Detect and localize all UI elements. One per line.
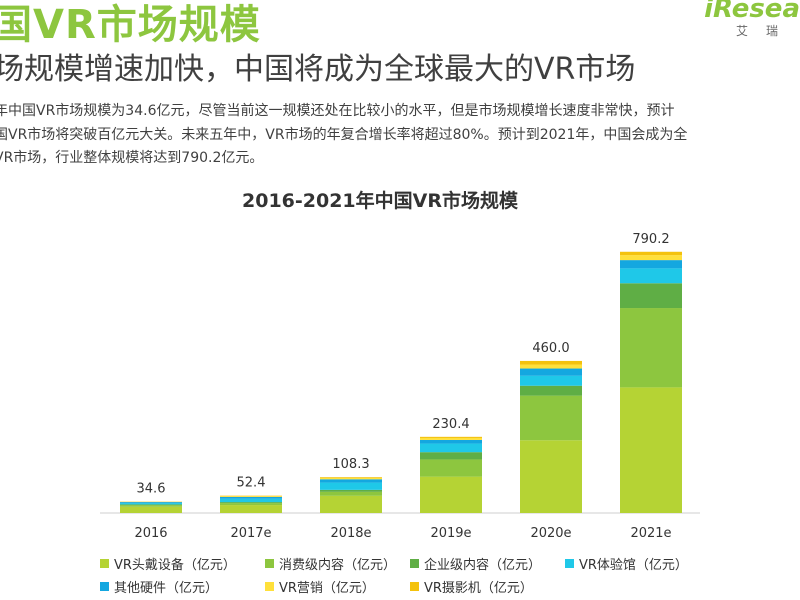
bar-segment-2018e-series-3 xyxy=(320,489,382,492)
bar-total-label: 52.4 xyxy=(237,476,266,491)
bar-segment-2017e-series-1 xyxy=(220,505,282,513)
bar-segment-2020e-series-3 xyxy=(520,385,582,396)
brand-logo: iResea 艾瑞 xyxy=(704,0,800,40)
bar-segment-2021e-series-3 xyxy=(620,283,682,309)
legend-item: 其他硬件（亿元） xyxy=(100,577,218,596)
bar-segment-2019e-series-6 xyxy=(420,437,482,440)
legend-swatch xyxy=(410,582,419,591)
legend-swatch xyxy=(265,582,274,591)
bar-segment-2017e-series-6 xyxy=(220,496,282,497)
page-title: 国VR市场规模 xyxy=(0,2,261,48)
chart-title: 2016-2021年中国VR市场规模 xyxy=(242,190,518,212)
bar-segment-2018e-series-1 xyxy=(320,495,382,513)
legend-swatch xyxy=(410,559,419,568)
legend-item: 消费级内容（亿元） xyxy=(265,554,396,573)
legend-label: 消费级内容（亿元） xyxy=(279,558,397,573)
bar-segment-2018e-series-6 xyxy=(320,477,382,480)
x-tick-label: 2016 xyxy=(134,526,167,541)
legend-label: VR摄影机（亿元） xyxy=(424,581,533,596)
bar-segment-2021e-series-4 xyxy=(620,268,682,284)
bar-segment-2021e-series-5 xyxy=(620,260,682,269)
bar-segment-2017e-series-2 xyxy=(220,503,282,506)
brand-sub-text: 艾瑞 xyxy=(735,24,796,38)
legend-label: 其他硬件（亿元） xyxy=(114,581,219,596)
bar-total-label: 34.6 xyxy=(137,482,166,497)
bar-segment-2019e-series-7 xyxy=(420,436,482,438)
bar-segment-2019e-series-5 xyxy=(420,439,482,444)
x-tick-label: 2019e xyxy=(430,526,471,541)
legend-swatch xyxy=(265,559,274,568)
bar-total-label: 460.0 xyxy=(532,341,569,356)
bar-segment-2020e-series-2 xyxy=(520,395,582,441)
legend-item: VR营销（亿元） xyxy=(265,577,375,596)
bar-total-label: 230.4 xyxy=(432,417,469,432)
bar-segment-2020e-series-1 xyxy=(520,440,582,513)
bar-segment-2019e-series-1 xyxy=(420,476,482,513)
summary-paragraph: 年中国VR市场规模为34.6亿元，尽管当前这一规模还处在比较小的水平，但是市场规… xyxy=(0,103,688,166)
legend-swatch xyxy=(565,559,574,568)
legend-item: VR头戴设备（亿元） xyxy=(100,554,236,573)
legend-item: VR摄影机（亿元） xyxy=(410,577,533,596)
bar-segment-2016-series-5 xyxy=(120,502,182,504)
bar-segment-2017e-series-4 xyxy=(220,498,282,503)
bar-segment-2016-series-4 xyxy=(120,503,182,505)
bar-segment-2019e-series-2 xyxy=(420,459,482,477)
bar-segment-2021e-series-6 xyxy=(620,255,682,261)
bar-segment-2018e-series-7 xyxy=(320,477,382,478)
bar-segment-2021e-series-7 xyxy=(620,251,682,256)
legend-label: VR营销（亿元） xyxy=(279,581,375,596)
legend-item: VR体验馆（亿元） xyxy=(565,554,688,573)
bar-segment-2021e-series-1 xyxy=(620,387,682,513)
bar-segment-2018e-series-5 xyxy=(320,479,382,483)
page-subtitle: 场规模增速加快，中国将成为全球最大的VR市场 xyxy=(0,52,636,87)
bar-total-label: 790.2 xyxy=(632,232,669,247)
bar-segment-2018e-series-4 xyxy=(320,482,382,490)
x-tick-label: 2020e xyxy=(530,526,571,541)
bar-segment-2019e-series-4 xyxy=(420,443,482,453)
bar-segment-2020e-series-6 xyxy=(520,364,582,369)
legend-item: 企业级内容（亿元） xyxy=(410,554,541,573)
x-tick-label: 2021e xyxy=(630,526,671,541)
legend-label: VR头戴设备（亿元） xyxy=(114,558,236,573)
bar-segment-2020e-series-5 xyxy=(520,368,582,376)
legend-label: VR体验馆（亿元） xyxy=(579,558,688,573)
bar-segment-2016-series-2 xyxy=(120,505,182,507)
legend-label: 企业级内容（亿元） xyxy=(424,558,542,573)
legend-swatch xyxy=(100,559,109,568)
bar-segment-2016-series-1 xyxy=(120,506,182,513)
bar-segment-2019e-series-3 xyxy=(420,452,482,460)
bar-segment-2020e-series-4 xyxy=(520,375,582,386)
bar-segment-2016-series-3 xyxy=(120,504,182,506)
bar-total-label: 108.3 xyxy=(332,457,369,472)
bar-segment-2018e-series-2 xyxy=(320,491,382,496)
bar-segment-2021e-series-2 xyxy=(620,308,682,388)
bar-segment-2017e-series-3 xyxy=(220,502,282,504)
brand-logo-text: iResea xyxy=(704,0,800,24)
legend-swatch xyxy=(100,582,109,591)
x-tick-label: 2017e xyxy=(230,526,271,541)
bar-segment-2020e-series-7 xyxy=(520,360,582,365)
x-tick-label: 2018e xyxy=(330,526,371,541)
bar-segment-2017e-series-5 xyxy=(220,496,282,499)
